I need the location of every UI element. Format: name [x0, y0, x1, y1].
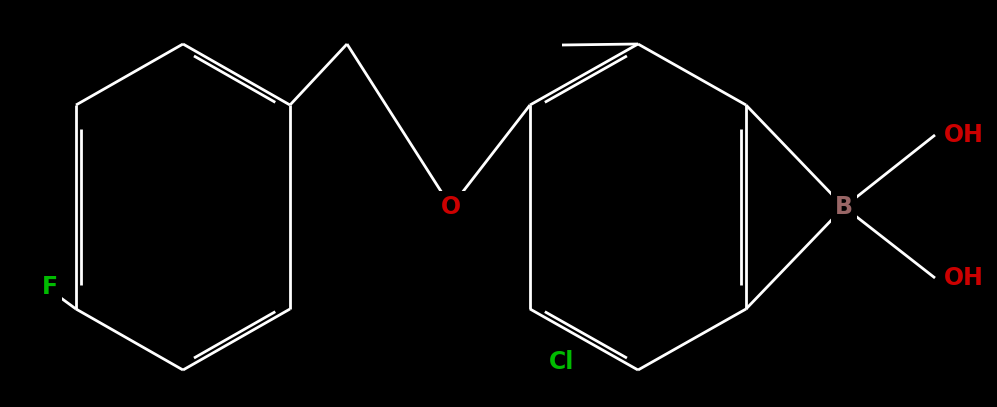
Text: OH: OH [944, 123, 984, 147]
Text: Cl: Cl [549, 350, 574, 374]
Text: O: O [441, 195, 461, 219]
Text: F: F [42, 275, 58, 299]
Text: OH: OH [944, 266, 984, 290]
Text: B: B [835, 195, 853, 219]
